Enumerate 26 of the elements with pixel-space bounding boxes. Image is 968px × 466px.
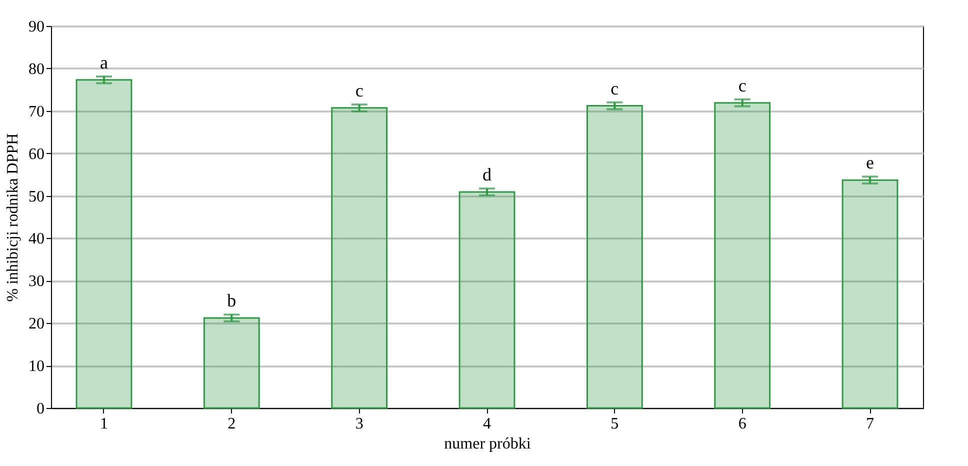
y-tick-label: 50 xyxy=(28,188,44,206)
y-tick-label: 10 xyxy=(28,358,44,376)
y-tick-label: 30 xyxy=(28,273,44,290)
x-axis-title: numer próbki xyxy=(444,436,532,452)
y-tick-label: 80 xyxy=(28,60,44,78)
x-tick-label: 1 xyxy=(100,416,108,432)
annotation: c xyxy=(738,75,746,96)
y-axis-title: % inhibicji rodnika DPPH xyxy=(4,132,22,302)
y-tick-label: 90 xyxy=(28,18,44,36)
y-tick-label: 60 xyxy=(28,146,44,163)
annotation: e xyxy=(866,152,874,173)
y-tick-label: 40 xyxy=(28,230,44,248)
annotation: c xyxy=(355,80,364,101)
y-tick-label: 20 xyxy=(28,316,44,333)
x-tick-label: 5 xyxy=(610,416,619,432)
x-tick-label: 6 xyxy=(738,416,746,432)
annotation: c xyxy=(610,78,619,98)
y-tick-label: 0 xyxy=(36,400,44,418)
x-tick-label: 3 xyxy=(355,416,364,432)
x-tick-label: 4 xyxy=(483,416,491,432)
annotation: a xyxy=(100,52,108,73)
x-tick-label: 7 xyxy=(866,416,874,432)
annotation: b xyxy=(227,290,236,311)
y-tick-label: 70 xyxy=(28,103,44,120)
annotation: d xyxy=(482,164,492,185)
x-tick-label: 2 xyxy=(228,416,236,432)
